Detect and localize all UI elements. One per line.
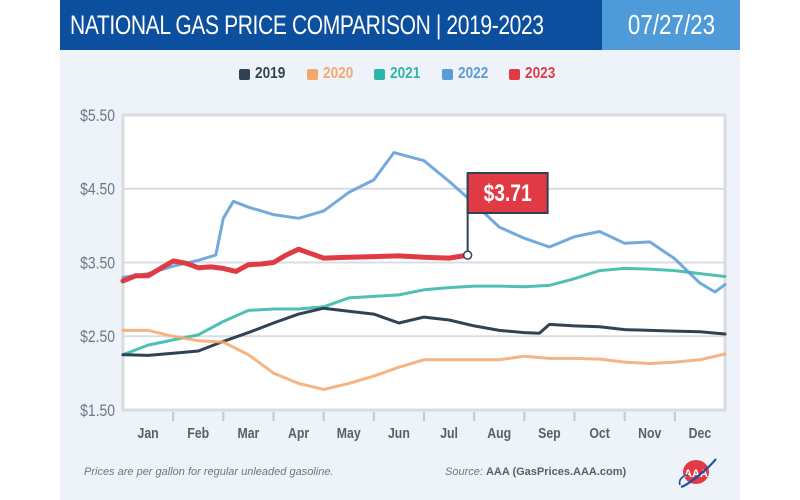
legend-item-2022: 2022	[441, 65, 494, 83]
series-line-2021	[121, 266, 727, 357]
legend-item-2021: 2021	[374, 65, 426, 83]
legend-label: 2022	[457, 65, 489, 82]
y-tick-label: $2.50	[80, 328, 115, 347]
x-tick-label: Jan	[137, 425, 158, 441]
legend-label: 2019	[255, 65, 286, 82]
legend-label: 2023	[525, 65, 556, 82]
date-box: 07/27/23	[602, 0, 740, 50]
x-tick-label: May	[337, 425, 361, 441]
chart-svg: $5.50 $4.50 $3.50 $2.50 $1.50 Jan Feb Mar Apr May…	[80, 107, 727, 441]
annotation-flag	[466, 172, 549, 214]
chart-title: NATIONAL GAS PRICE COMPARISON | 2019-202…	[70, 9, 544, 40]
source-label: Source:	[445, 466, 483, 478]
chart-card: NATIONAL GAS PRICE COMPARISON | 2019-202…	[60, 0, 740, 500]
x-tick-label: Sep	[538, 425, 561, 441]
x-tick-label: Feb	[187, 425, 209, 441]
source-value: AAA (GasPrices.AAA.com)	[485, 466, 627, 478]
legend-item-2023: 2023	[509, 65, 561, 83]
legend-item-2020: 2020	[306, 65, 359, 83]
annotation-label: $3.71	[484, 179, 532, 207]
x-tick-label: Dec	[689, 425, 712, 441]
legend-label: 2021	[390, 65, 421, 82]
aaa-logo-icon: AAA	[678, 458, 717, 489]
footer-note: Prices are per gallon for regular unlead…	[84, 466, 334, 478]
x-tick-label: Apr	[288, 425, 310, 441]
series-line-2020	[121, 328, 727, 391]
series-line-2023	[120, 246, 471, 284]
legend-label: 2020	[322, 65, 353, 82]
svg-text:AAA: AAA	[684, 468, 708, 480]
title-bar: NATIONAL GAS PRICE COMPARISON | 2019-202…	[60, 0, 602, 50]
legend-swatch	[306, 68, 318, 80]
annotation-marker	[462, 250, 473, 260]
legend: 2019 2020 2021 2022 2023	[60, 62, 740, 86]
date-label: 07/27/23	[627, 9, 715, 40]
legend-swatch	[374, 68, 386, 80]
footer-source: Source: AAA (GasPrices.AAA.com)	[445, 466, 626, 478]
x-tick-label: Mar	[237, 425, 259, 441]
legend-swatch	[239, 68, 251, 80]
y-tick-label: $4.50	[80, 181, 115, 200]
y-tick-label: $1.50	[80, 402, 115, 421]
series-line-2022	[121, 151, 727, 294]
legend-swatch	[509, 68, 521, 80]
x-tick-label: Jun	[388, 425, 410, 441]
y-tick-label: $5.50	[80, 107, 115, 126]
x-tick-label: Oct	[589, 425, 610, 441]
x-tick-label: Nov	[638, 425, 662, 441]
series-line-2019	[121, 306, 727, 357]
legend-swatch	[441, 68, 453, 80]
x-tick-label: Jul	[440, 425, 458, 441]
legend-item-2019: 2019	[239, 65, 291, 83]
y-tick-label: $3.50	[80, 254, 115, 273]
x-tick-label: Aug	[487, 425, 511, 441]
